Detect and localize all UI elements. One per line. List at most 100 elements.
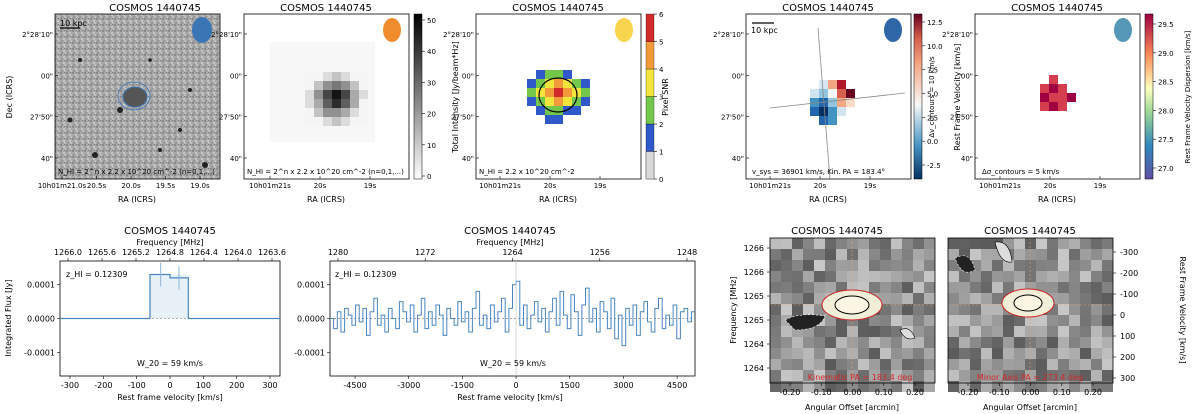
tick-label: 2°28'10" (211, 31, 242, 39)
pixel (527, 79, 536, 88)
pixel (828, 80, 837, 89)
frequency-ticks: 1266.0 1265.6 1265.2 1264.8 1264.4 1264.0 1263… (54, 248, 286, 261)
pixel (1080, 249, 1091, 260)
pv-minor: COSMOS 1440745 Minor Axis PA = 273.4 deg… (947, 226, 1187, 412)
pixel (1036, 370, 1047, 381)
pixel (858, 337, 869, 348)
pixel (814, 271, 825, 282)
pixel (1102, 249, 1113, 260)
pixel (880, 359, 891, 370)
pixel (902, 260, 913, 271)
tick-label: 100 (1120, 332, 1135, 341)
pixel (847, 282, 858, 293)
pixel (803, 249, 814, 260)
vsys-label: v_sys = 36901 km/s, Kin. PA = 183.4° (752, 168, 885, 176)
pixel (536, 88, 545, 97)
tick-label: 5 (659, 39, 663, 47)
pixel (959, 304, 970, 315)
pixel (869, 370, 880, 381)
pixel (819, 80, 828, 89)
ra-ticks: 10h01m21s 20s 19s (979, 176, 1107, 190)
pixel (1040, 84, 1049, 93)
pixel (1040, 93, 1049, 102)
pv-negative-contour (954, 255, 976, 273)
pixel (880, 293, 891, 304)
tick-label: 19s (1094, 182, 1107, 190)
pixel (1040, 102, 1049, 111)
pixel (1080, 370, 1091, 381)
pixel (891, 348, 902, 359)
pixel (341, 90, 350, 99)
pixel (924, 337, 935, 348)
pixel (1069, 326, 1080, 337)
pixel (536, 79, 545, 88)
tick-label: 0 (167, 381, 172, 390)
tick-label: 00" (732, 72, 744, 80)
pixel (792, 260, 803, 271)
pixel (970, 238, 981, 249)
tick-label: 20 (427, 111, 436, 119)
pixel (1047, 249, 1058, 260)
pixel (1047, 271, 1058, 282)
ra-axis-label: RA (ICRS) (307, 195, 345, 204)
tick-label: 27'50" (30, 114, 53, 122)
tick-label: 0.00 (1022, 388, 1040, 397)
pixel (1058, 359, 1069, 370)
pixel (1025, 238, 1036, 249)
pixel (781, 326, 792, 337)
pixel (792, 238, 803, 249)
pixel (858, 315, 869, 326)
pixel (913, 260, 924, 271)
pixel (305, 117, 314, 126)
column-density-label: N_HI = 2.2 x 10^20 cm^-2 (479, 168, 575, 176)
panel-optical: COSMOS 1440745 10 kpc N_HI = 2^n x 2.2 x… (5, 3, 221, 204)
pixel (581, 97, 590, 106)
pixel (981, 370, 992, 381)
panel-moment0: COSMOS 1440745 N_HI = 2^n x 2.2 x 10^20 … (211, 3, 460, 204)
pixel (803, 348, 814, 359)
pixel (350, 90, 359, 99)
colorbar-ticks: 0 1 2 3 4 5 6 (654, 11, 664, 184)
tick-label: 00" (961, 72, 973, 80)
pixel (572, 97, 581, 106)
flux-ticks: -0.0001 0.0000 0.0001 (24, 281, 60, 357)
pixel (924, 271, 935, 282)
pixel (770, 337, 781, 348)
pixel (1069, 304, 1080, 315)
pixel (814, 381, 825, 392)
pixel (305, 72, 314, 81)
pixel (770, 326, 781, 337)
dec-ticks: 2°28'10" 00" 27'50" 40" (443, 31, 479, 163)
pixel (545, 79, 554, 88)
tick-label: 20.0s (121, 182, 141, 190)
pixel (305, 99, 314, 108)
spectrum-line (60, 273, 280, 320)
pixel (810, 107, 819, 116)
tick-label: 100 (196, 381, 211, 390)
tick-label: 1500 (560, 381, 580, 390)
pixel (1102, 359, 1113, 370)
tick-label: 1264 (744, 364, 764, 373)
pixel (970, 304, 981, 315)
x-axis-label: Rest frame velocity [km/s] (117, 393, 223, 402)
tick-label: 40" (230, 155, 242, 163)
pixel (970, 381, 981, 392)
pixel (792, 337, 803, 348)
pixel (836, 381, 847, 392)
pixel (902, 293, 913, 304)
tick-label: 0.20 (906, 388, 924, 397)
pixel (770, 249, 781, 260)
pixel (770, 293, 781, 304)
pixel (1091, 260, 1102, 271)
velocity-ticks: -300 -200 -100 0 100 200 300 (1113, 248, 1138, 383)
pa-label: Kinematic PA = 183.4 deg (808, 373, 913, 382)
colorbar-ticks: 0 10 20 30 40 50 (422, 17, 436, 181)
pixel (825, 348, 836, 359)
pixel (948, 381, 959, 392)
tick-label: 5.0 (927, 91, 938, 99)
pixel (924, 359, 935, 370)
tick-label: 27'50" (721, 114, 744, 122)
spectrum-title: COSMOS 1440745 (464, 226, 556, 237)
tick-label: 0.20 (1084, 388, 1102, 397)
tick-label: 00" (41, 72, 53, 80)
